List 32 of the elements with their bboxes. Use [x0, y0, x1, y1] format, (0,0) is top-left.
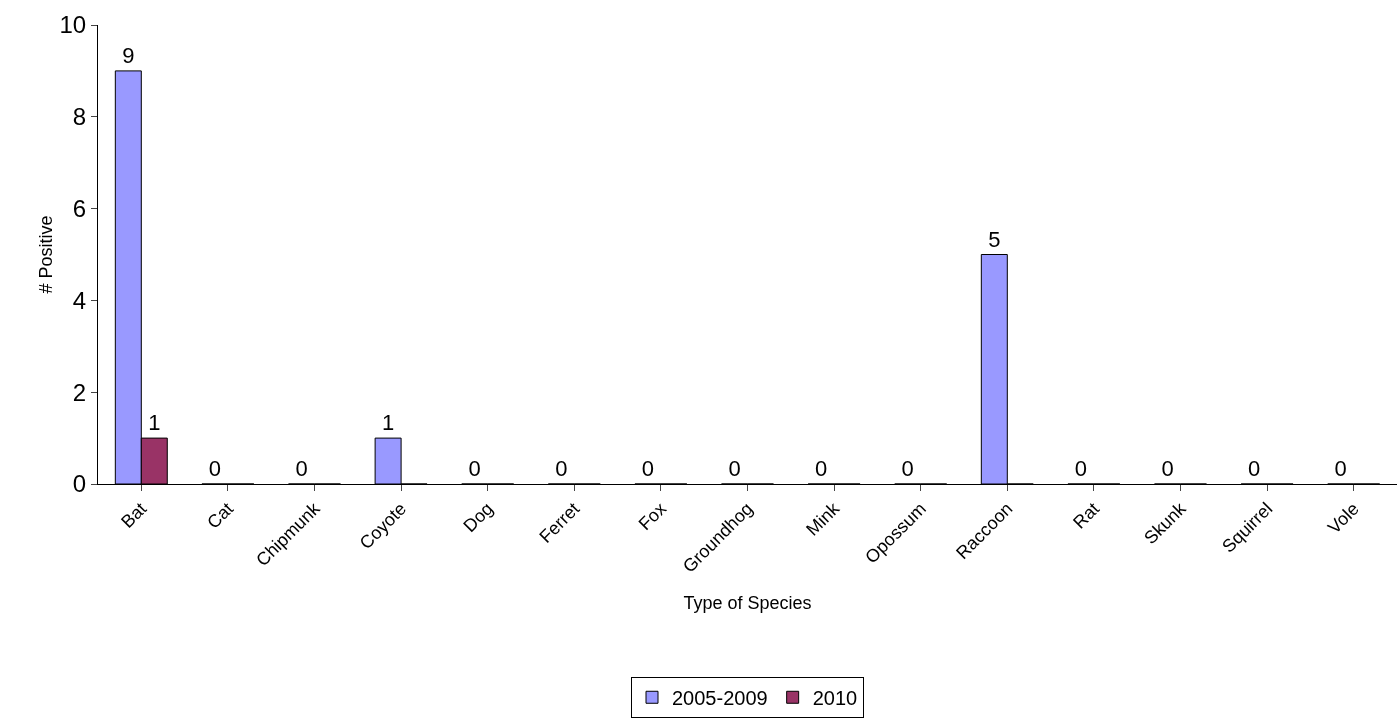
data-label: 0 [295, 456, 308, 481]
y-tick-label: 2 [72, 378, 87, 406]
data-label: 0 [468, 456, 481, 481]
data-label: 0 [901, 456, 914, 481]
data-label: 0 [1074, 456, 1088, 481]
x-tick-label: Bat [117, 498, 151, 532]
x-tick-label: Fox [634, 498, 671, 535]
data-label: 1 [148, 410, 161, 436]
data-label: 0 [1247, 456, 1261, 481]
data-label: 0 [728, 456, 741, 481]
y-tick-label: 10 [59, 11, 87, 39]
y-tick-label: 6 [72, 195, 87, 222]
x-tick-label: Dog [459, 498, 497, 537]
x-axis-title: Type of Species [683, 592, 812, 613]
x-tick-label: Rat [1069, 498, 1104, 533]
y-tick-label: 4 [72, 286, 87, 314]
y-tick-label: 0 [72, 470, 87, 498]
data-label: 0 [1161, 456, 1174, 481]
x-tick-label: Cat [203, 498, 238, 533]
data-label: 0 [1334, 456, 1347, 481]
legend-label: 2010 [812, 687, 858, 710]
data-label: 1 [381, 410, 395, 436]
data-label: 9 [122, 42, 135, 68]
legend-label: 2005-2009 [672, 687, 768, 710]
data-label: 5 [988, 226, 1001, 252]
data-label: 0 [641, 456, 655, 481]
y-axis-title: # Positive [36, 215, 56, 294]
x-tick-label: Vole [1323, 498, 1363, 538]
data-label: 0 [208, 456, 222, 481]
data-label: 0 [814, 456, 828, 481]
y-tick-label: 8 [72, 103, 87, 131]
data-label: 0 [555, 456, 568, 481]
